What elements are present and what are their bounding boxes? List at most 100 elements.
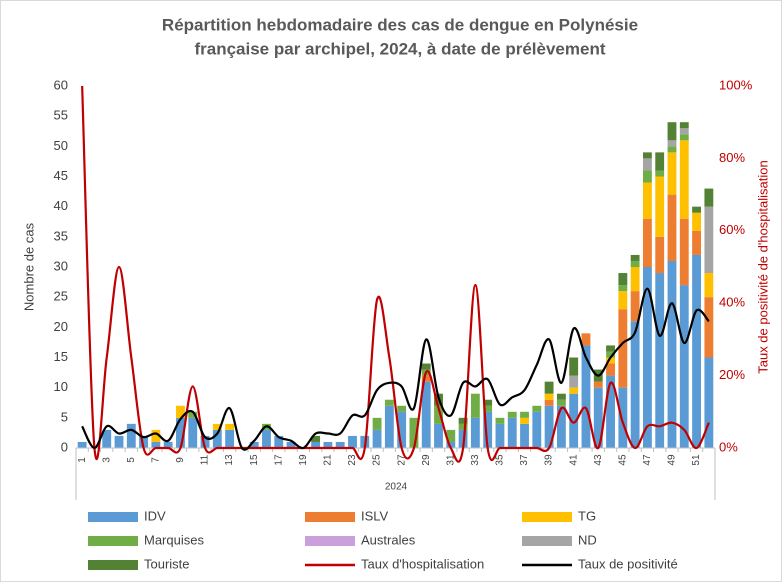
bar-segment [372,429,382,448]
legend-swatch [522,536,572,546]
bar-segment [544,405,554,448]
bar-segment [618,387,628,448]
bar-segment [77,441,87,448]
bar-segment [225,423,235,430]
bar-segment [384,399,394,406]
y2-tick-label: 0% [719,439,738,454]
x-tick-label: 49 [667,454,678,466]
bar-segment [692,212,701,231]
bar-segment [409,417,419,448]
legend-label: IDV [144,508,166,523]
bar-segment [495,417,505,424]
bar-segment [507,411,517,418]
y2-tick-label: 40% [719,295,745,310]
bar-segment [630,260,640,267]
bar-segment [397,411,407,448]
x-tick-label: 23 [347,454,358,466]
bar-segment [667,152,677,195]
x-tick-label: 15 [249,454,260,466]
x-tick-label: 21 [323,454,334,466]
bar-segment [618,285,628,292]
bar-segment [311,441,321,448]
y-tick-label: 0 [61,439,68,454]
bar-segment [556,399,566,406]
bar-segment [642,182,652,219]
bar-segment [679,128,689,135]
bar-segment [126,423,136,448]
bar-segment [470,417,480,448]
bar-segment [446,429,456,442]
bar-segment [679,140,689,219]
bar-segment [667,122,677,141]
bar-segment [593,387,603,448]
x-tick-label: 45 [617,454,628,466]
bar-segment [642,218,652,267]
y-tick-label: 60 [54,77,68,92]
y-tick-label: 25 [54,289,68,304]
bar-segment [249,441,259,448]
legend-swatch [522,512,572,522]
legend-label: ISLV [361,508,389,523]
bar-segment [323,441,333,448]
y-tick-label: 45 [54,168,68,183]
y-tick-label: 50 [54,138,68,153]
bar-segment [618,273,628,286]
legend-label: Taux de positivité [578,556,678,571]
bar-segment [630,254,640,261]
chart-title: Répartition hebdomadaire des cas de deng… [162,15,638,34]
x-group-label: 2024 [385,482,408,493]
bar-segment [667,260,677,448]
x-tick-label: 17 [273,454,284,466]
line-series [81,287,710,451]
bar-segment [188,417,198,448]
bar-segment [655,273,665,448]
y-tick-label: 10 [54,379,68,394]
bar-segment [606,375,615,448]
bar-segment [532,405,542,412]
x-tick-label: 31 [445,454,456,466]
bar-segment [667,194,677,261]
bar-segment [679,285,689,448]
bar-segment [532,411,542,448]
y-tick-label: 30 [54,258,68,273]
legend-label: ND [578,532,597,547]
bar-segment [114,435,124,448]
bar-segment [667,146,677,153]
x-tick-label: 37 [519,454,530,466]
bar-segment [458,417,468,424]
y2-tick-label: 100% [719,77,753,92]
bar-segment [311,435,321,442]
bar-segment [704,206,714,274]
x-tick-label: 11 [200,454,211,465]
bar-segment [655,170,665,177]
bar-segment [606,363,615,376]
x-tick-label: 35 [495,454,506,466]
bar-segment [470,393,480,418]
bar-segment [618,309,628,388]
bar-segment [704,297,714,358]
bar-segment [630,321,640,448]
bar-segment [642,152,652,159]
bar-segment [544,399,554,406]
bar-segment [544,393,554,400]
x-tick-label: 1 [77,457,88,463]
y-tick-label: 40 [54,198,68,213]
x-tick-label: 3 [101,457,112,463]
bar-segment [434,405,443,424]
bar-segment [556,393,566,400]
bar-segment [434,423,443,448]
y-tick-label: 35 [54,228,68,243]
bar-segment [618,291,628,310]
chart-title: française par archipel, 2024, à date de … [194,39,605,58]
bar-segment [421,363,431,370]
bar-segment [642,267,652,448]
y2-tick-label: 20% [719,367,745,382]
legend-swatch [88,560,138,570]
bar-segment [544,381,554,394]
legend-swatch [88,512,138,522]
y-tick-label: 15 [54,349,68,364]
bar-segment [520,411,529,418]
bar-segment [569,387,579,394]
x-tick-label: 7 [151,457,162,463]
